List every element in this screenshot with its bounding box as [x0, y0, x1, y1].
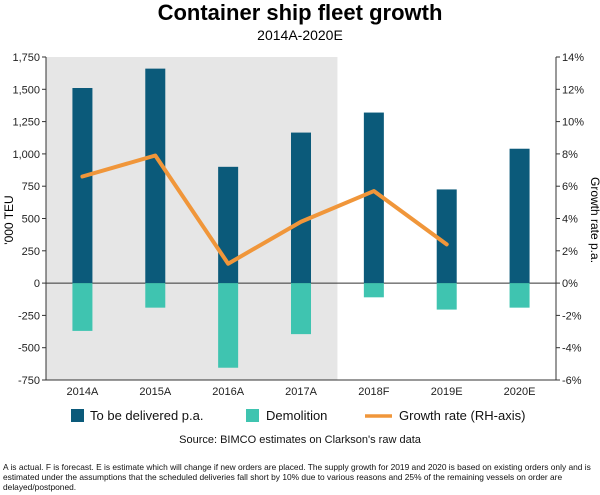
bar-delivered-2014A	[72, 88, 93, 284]
right-tick-label: 4%	[562, 214, 578, 226]
category-label-2015A: 2015A	[139, 386, 171, 398]
growth-point-2016A	[227, 263, 229, 265]
left-tick-label: 250	[22, 246, 40, 258]
growth-point-2018F	[373, 190, 375, 192]
bar-delivered-2020E	[509, 148, 530, 284]
bar-demolition-2014A	[72, 283, 93, 331]
growth-point-2014A	[81, 176, 83, 178]
footnote: A is actual. F is forecast. E is estimat…	[3, 462, 591, 492]
legend-swatch-demolition	[246, 409, 259, 422]
actual-period-shade	[46, 57, 338, 380]
right-tick-label: 6%	[562, 181, 578, 193]
bar-delivered-2018F	[363, 112, 384, 284]
right-tick-label: 10%	[562, 117, 584, 129]
legend-label-delivered: To be delivered p.a.	[90, 408, 203, 423]
right-tick-label: 2%	[562, 246, 578, 258]
bars	[72, 68, 530, 368]
left-tick-label: 1,500	[12, 84, 40, 96]
right-tick-label: 12%	[562, 84, 584, 96]
right-axis-ticks: 14% 12% 10% 8% 6% 4% 2% 0% -2% -4% -6%	[556, 52, 584, 387]
y-axis-label: '000 TEU	[2, 195, 16, 244]
growth-rate-line	[80, 153, 449, 266]
left-tick-label: -250	[18, 310, 40, 322]
chart-title: Container ship fleet growth	[158, 0, 443, 25]
growth-point-2015A	[154, 155, 156, 157]
left-tick-label: 1,750	[12, 52, 40, 64]
chart-subtitle: 2014A-2020E	[257, 27, 343, 43]
category-label-2016A: 2016A	[212, 386, 244, 398]
growth-point-2017A	[300, 221, 302, 223]
left-tick-label: 0	[34, 278, 40, 290]
category-label-2017A: 2017A	[285, 386, 317, 398]
bar-demolition-2018F	[363, 283, 384, 298]
y2-axis-label: Growth rate p.a.	[588, 177, 600, 263]
right-tick-label: -6%	[562, 375, 582, 387]
left-tick-label: -500	[18, 343, 40, 355]
legend-label-growth: Growth rate (RH-axis)	[399, 408, 525, 423]
bar-demolition-2017A	[291, 283, 311, 335]
bar-demolition-2015A	[145, 283, 166, 308]
bar-delivered-2015A	[145, 68, 166, 284]
category-label-2019E: 2019E	[431, 386, 463, 398]
source-note: Source: BIMCO estimates on Clarkson's ra…	[179, 434, 422, 446]
category-label-2020E: 2020E	[504, 386, 536, 398]
category-labels: 2014A 2015A 2016A 2017A 2018F 2019E 2020E	[67, 386, 536, 398]
plot-background	[46, 57, 338, 380]
legend-label-demolition: Demolition	[266, 408, 327, 423]
left-axis-ticks: 1,750 1,500 1,250 1,000 750 500 250 0 -250 -500 -7…	[12, 52, 46, 387]
left-tick-label: 1,000	[12, 149, 40, 161]
bar-demolition-2020E	[509, 283, 530, 308]
chart: Container ship fleet growth 2014A-2020E …	[2, 0, 600, 446]
category-label-2018F: 2018F	[358, 386, 389, 398]
right-tick-label: -2%	[562, 310, 582, 322]
legend: To be delivered p.a. Demolition Growth r…	[71, 408, 525, 423]
category-label-2014A: 2014A	[67, 386, 99, 398]
bar-delivered-2019E	[436, 189, 457, 284]
bar-delivered-2017A	[291, 132, 311, 284]
left-tick-label: 500	[22, 214, 40, 226]
bar-demolition-2016A	[218, 283, 239, 368]
right-tick-label: 8%	[562, 149, 578, 161]
legend-swatch-delivered	[71, 409, 84, 422]
bar-demolition-2019E	[436, 283, 457, 310]
growth-point-2019E	[446, 243, 448, 245]
right-tick-label: 0%	[562, 278, 578, 290]
right-tick-label: -4%	[562, 343, 582, 355]
left-tick-label: 1,250	[12, 117, 40, 129]
right-tick-label: 14%	[562, 52, 584, 64]
left-tick-label: -750	[18, 375, 40, 387]
left-tick-label: 750	[22, 181, 40, 193]
growth-line-group	[80, 153, 449, 266]
